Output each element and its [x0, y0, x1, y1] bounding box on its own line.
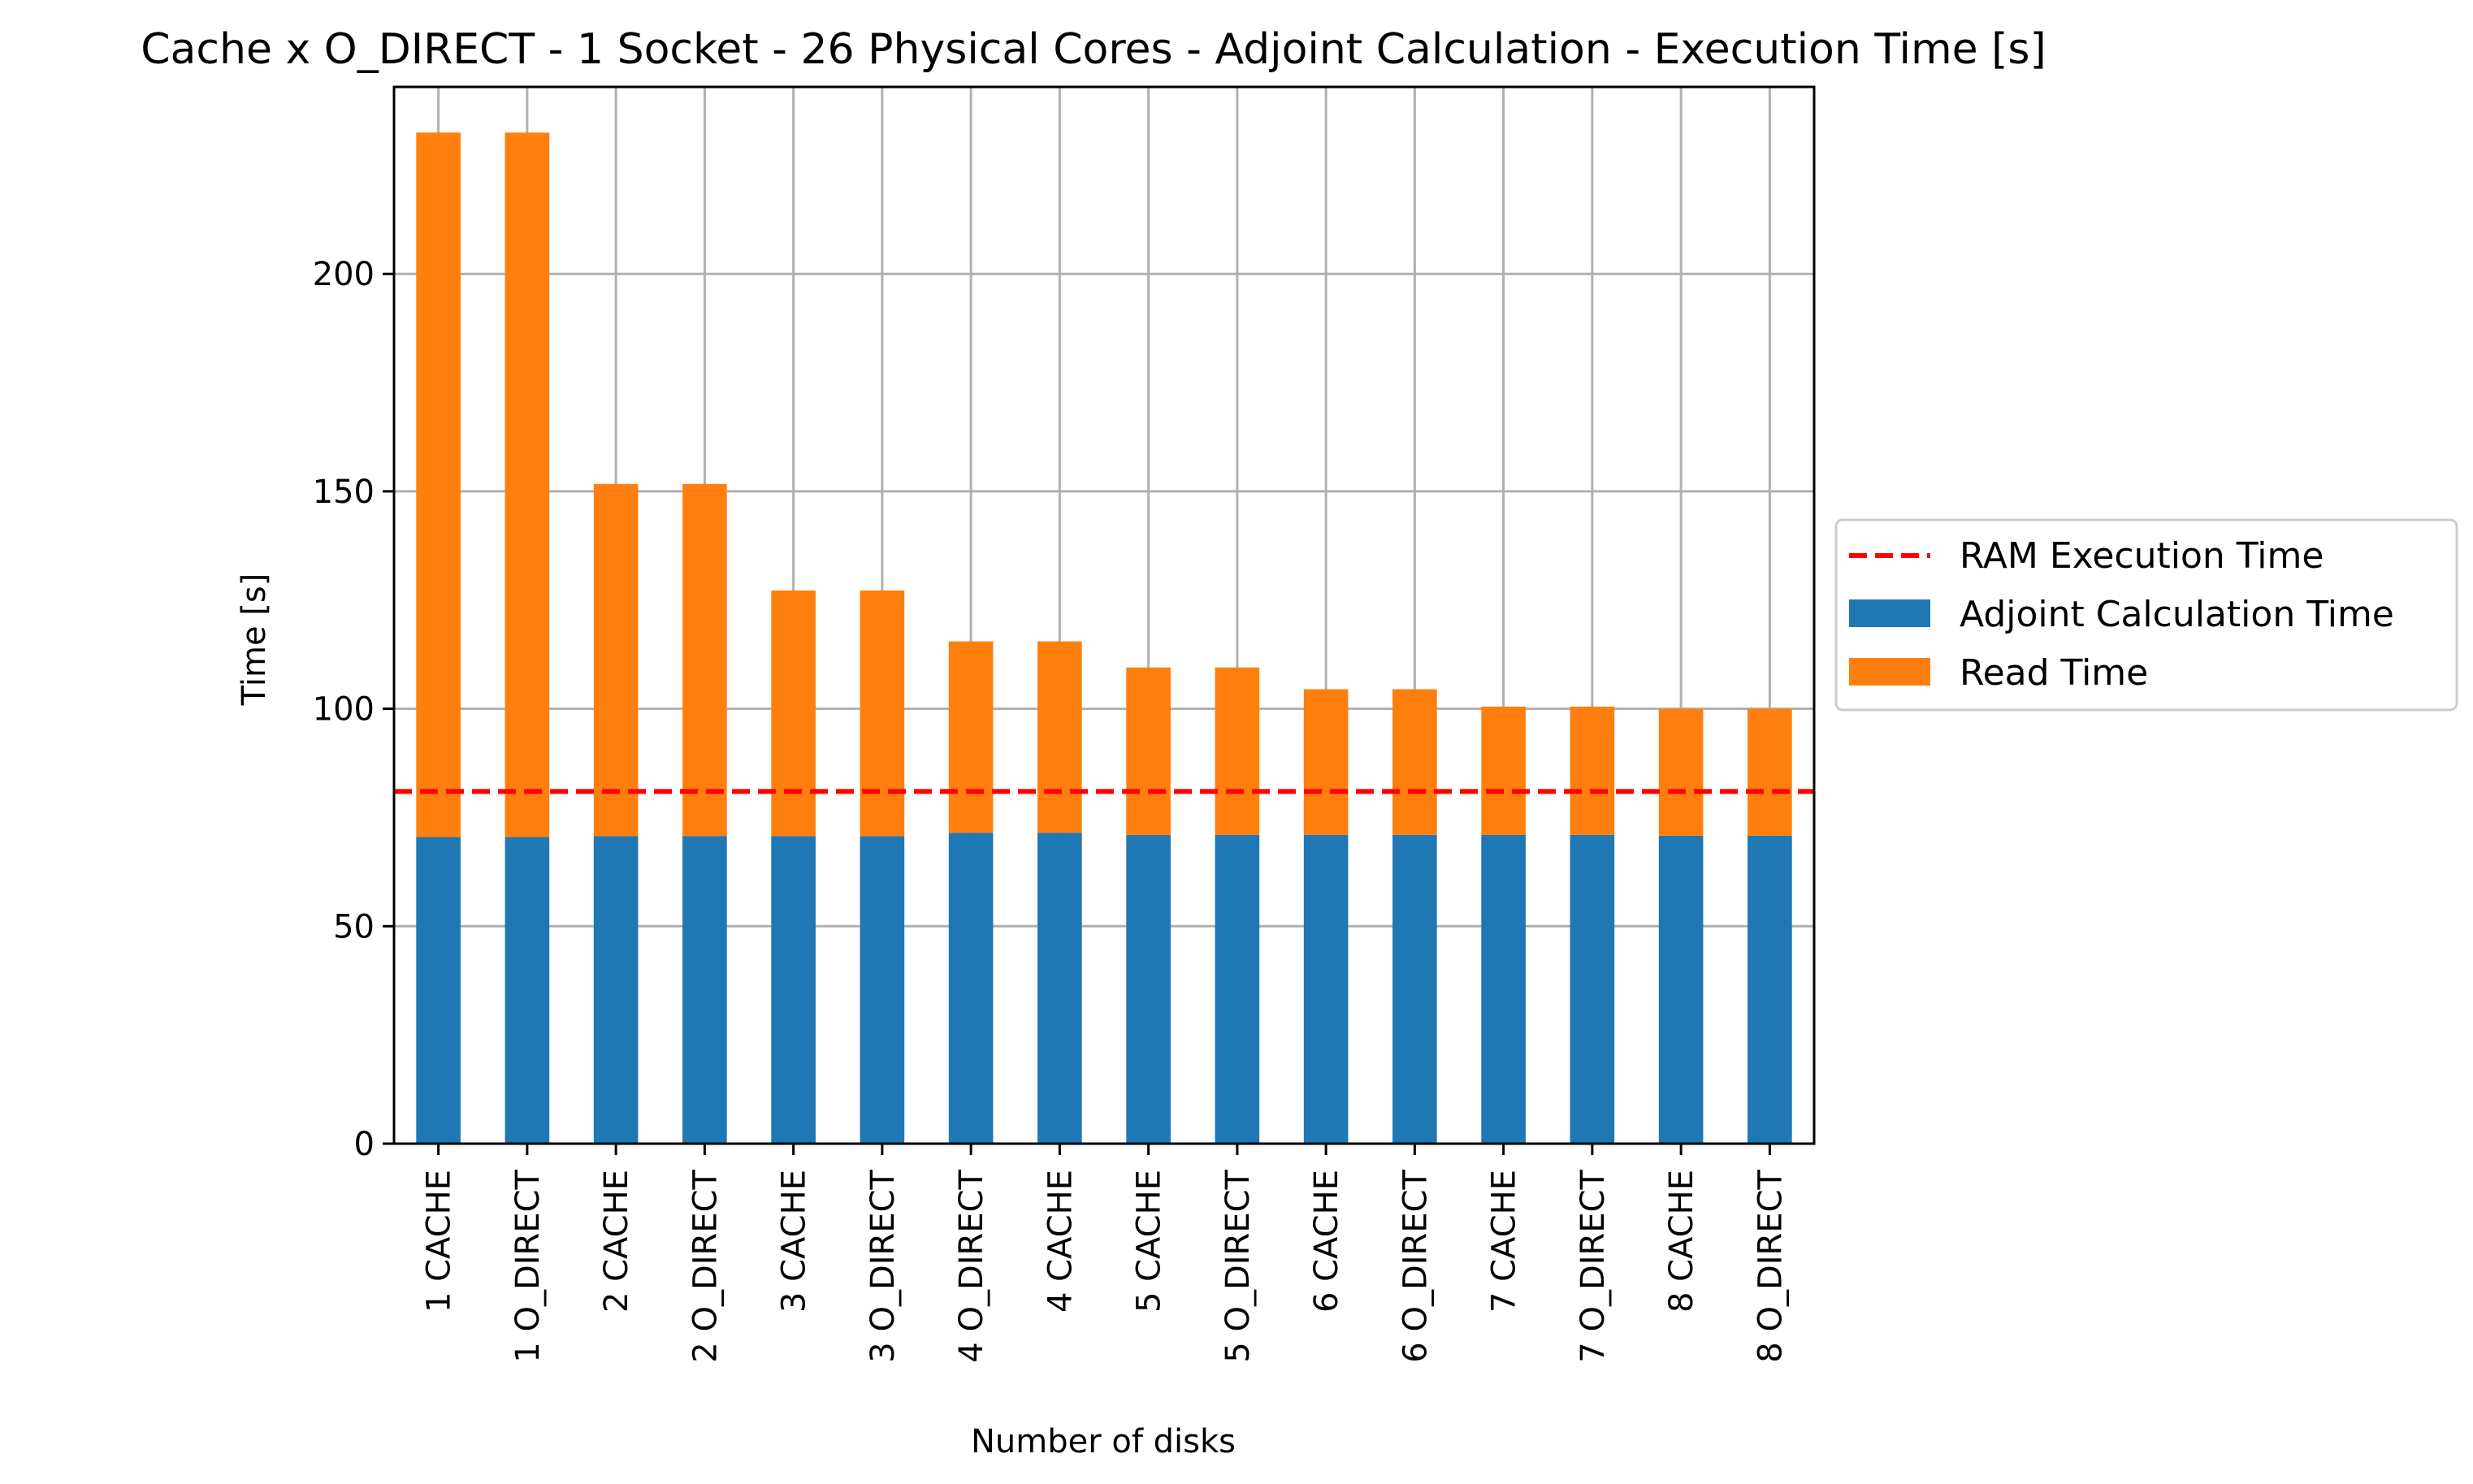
bar-read-time [860, 590, 905, 837]
x-tick-label: 1 O_DIRECT [509, 1169, 547, 1362]
bar-read-time [1303, 689, 1349, 835]
bar-read-time [1570, 706, 1615, 835]
bar-read-time [1392, 689, 1437, 835]
bar-adjoint-calculation-time [1570, 834, 1615, 1144]
x-tick-label: 4 O_DIRECT [953, 1169, 990, 1362]
x-tick-label: 1 CACHE [421, 1170, 458, 1313]
bar-read-time [948, 641, 994, 833]
x-tick-label: 7 CACHE [1486, 1170, 1523, 1313]
x-tick-label: 8 O_DIRECT [1752, 1169, 1789, 1362]
bar-adjoint-calculation-time [1303, 834, 1349, 1144]
x-tick-label: 4 CACHE [1042, 1170, 1079, 1313]
bar-adjoint-calculation-time [1481, 834, 1526, 1144]
x-tick-label: 6 CACHE [1308, 1170, 1345, 1313]
bar-adjoint-calculation-time [948, 833, 994, 1144]
bar-read-time [771, 590, 816, 837]
legend-frame [1834, 518, 2458, 712]
bar-read-time [593, 483, 639, 837]
legend-swatch-read-time [1849, 658, 1930, 686]
bar-adjoint-calculation-time [1037, 833, 1082, 1144]
x-axis: 1 CACHE 1 O_DIRECT 2 CACHE 2 O_DIRECT 3 CACH… [421, 1144, 1789, 1363]
bar-adjoint-calculation-time [1658, 835, 1704, 1144]
legend-label-ram-execution-time: RAM Execution Time [1960, 535, 2324, 577]
x-tick-label: 6 O_DIRECT [1397, 1169, 1434, 1362]
bar-read-time [1215, 667, 1260, 835]
bar-adjoint-calculation-time [1392, 834, 1437, 1144]
y-tick-label: 0 [354, 1126, 375, 1163]
bar-adjoint-calculation-time [860, 836, 905, 1144]
legend-swatch-adjoint-calculation-time [1849, 599, 1930, 627]
bar-adjoint-calculation-time [682, 836, 727, 1144]
bar-read-time [1748, 708, 1792, 836]
x-tick-label: 8 CACHE [1663, 1170, 1700, 1313]
y-axis-label: Time [s] [236, 573, 273, 707]
bar-adjoint-calculation-time [505, 837, 550, 1144]
bar-read-time [416, 132, 461, 837]
legend: RAM Execution Time Adjoint Calculation T… [1834, 518, 2458, 712]
x-tick-label: 3 O_DIRECT [864, 1169, 902, 1362]
x-tick-label: 2 O_DIRECT [686, 1169, 724, 1362]
bar-adjoint-calculation-time [771, 836, 816, 1144]
y-tick-label: 100 [313, 691, 375, 729]
x-tick-label: 3 CACHE [776, 1170, 813, 1313]
y-tick-label: 200 [313, 256, 375, 293]
bar-adjoint-calculation-time [1215, 834, 1260, 1144]
bar-read-time [1037, 641, 1082, 833]
x-tick-label: 2 CACHE [598, 1170, 635, 1313]
bar-adjoint-calculation-time [1748, 835, 1792, 1144]
plot-frame [392, 85, 1816, 1145]
bar-read-time [682, 483, 727, 837]
bar-adjoint-calculation-time [416, 837, 461, 1144]
x-tick-label: 5 CACHE [1131, 1170, 1168, 1313]
y-tick-label: 150 [313, 474, 375, 511]
bar-read-time [1126, 667, 1171, 835]
y-tick-label: 50 [333, 908, 375, 945]
x-tick-label: 7 O_DIRECT [1574, 1169, 1612, 1362]
chart-title: Cache x O_DIRECT - 1 Socket - 26 Physica… [141, 25, 2046, 74]
bar-adjoint-calculation-time [593, 836, 639, 1144]
x-axis-label: Number of disks [971, 1423, 1236, 1460]
legend-label-adjoint-calculation-time: Adjoint Calculation Time [1960, 594, 2394, 635]
bar-adjoint-calculation-time [1126, 834, 1171, 1144]
bar-read-time [1481, 706, 1526, 835]
legend-label-read-time: Read Time [1960, 652, 2148, 694]
bars [416, 132, 1792, 1144]
x-tick-label: 5 O_DIRECT [1219, 1169, 1257, 1362]
bar-read-time [1658, 708, 1704, 836]
y-axis: 0 50 100 150 200 [313, 256, 394, 1163]
bar-read-time [505, 132, 550, 837]
